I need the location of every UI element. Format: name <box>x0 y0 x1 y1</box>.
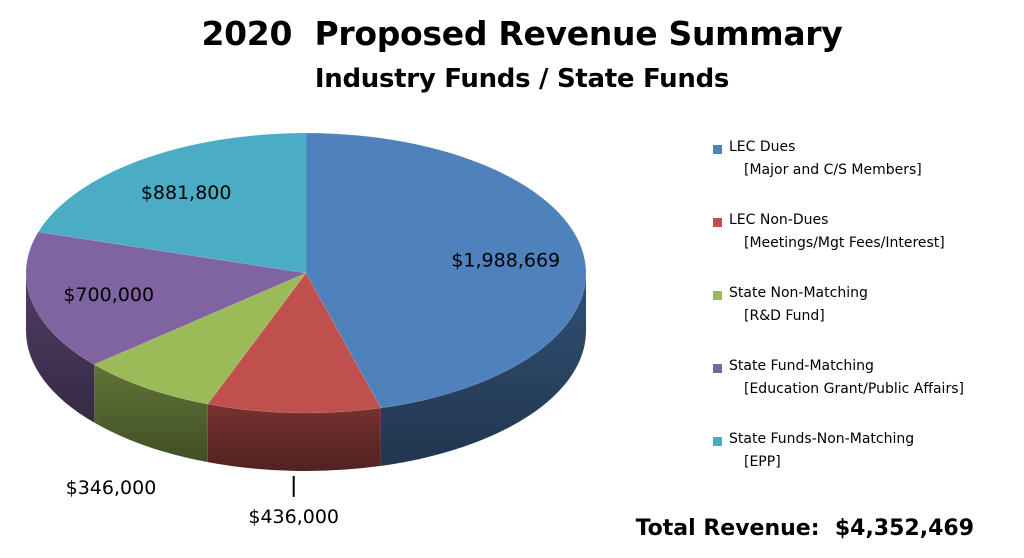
pie-slice-2 <box>93 272 307 405</box>
legend-detail: [Meetings/Mgt Fees/Interest] <box>744 235 945 251</box>
legend-item-lec-non-dues: LEC Non-Dues [Meetings/Mgt Fees/Interest… <box>713 212 1013 285</box>
legend-label: LEC Dues <box>729 139 796 155</box>
legend-detail: [R&D Fund] <box>744 308 825 324</box>
pie-slice-1 <box>207 272 382 414</box>
data-label-4: $881,800 <box>141 182 232 204</box>
legend-detail: [EPP] <box>744 454 781 470</box>
pie-side-0 <box>380 273 586 466</box>
legend-swatch <box>713 218 722 227</box>
pie-chart: $1,988,669 $436,000 $346,000 $700,000 $881,8… <box>25 132 587 528</box>
total-revenue: Total Revenue: $4,352,469 <box>635 516 974 541</box>
pie-side-3 <box>26 273 95 423</box>
data-label-2: $346,000 <box>66 477 157 499</box>
legend-label: State Funds-Non-Matching <box>729 431 915 447</box>
pie-slice-3 <box>25 231 308 365</box>
pie-slice-0 <box>305 132 587 409</box>
data-label-3: $700,000 <box>63 284 154 306</box>
legend-item-state-funds-non-matching: State Funds-Non-Matching [EPP] <box>713 431 1013 504</box>
chart-subtitle: Industry Funds / State Funds <box>314 64 730 94</box>
pie-side-1 <box>207 404 381 471</box>
legend-swatch <box>713 145 722 154</box>
pie-side-2 <box>94 364 208 463</box>
legend-item-lec-dues: LEC Dues [Major and C/S Members] <box>713 139 1013 212</box>
legend-item-state-fund-matching: State Fund-Matching [Education Grant/Pub… <box>713 358 1013 431</box>
chart-title: 2020 Proposed Revenue Summary <box>201 14 843 53</box>
legend-swatch <box>713 364 722 373</box>
data-label-1: $436,000 <box>248 506 339 528</box>
data-label-0: $1,988,669 <box>451 249 560 271</box>
legend-label: LEC Non-Dues <box>729 212 829 228</box>
pie-slice-4 <box>37 132 307 274</box>
legend-swatch <box>713 437 722 446</box>
legend-label: State Fund-Matching <box>729 358 874 374</box>
legend-swatch <box>713 291 722 300</box>
legend-label: State Non-Matching <box>729 285 868 301</box>
legend-detail: [Major and C/S Members] <box>744 162 922 178</box>
legend: LEC Dues [Major and C/S Members] LEC Non… <box>713 139 1013 504</box>
legend-item-state-non-matching: State Non-Matching [R&D Fund] <box>713 285 1013 358</box>
legend-detail: [Education Grant/Public Affairs] <box>744 381 964 397</box>
